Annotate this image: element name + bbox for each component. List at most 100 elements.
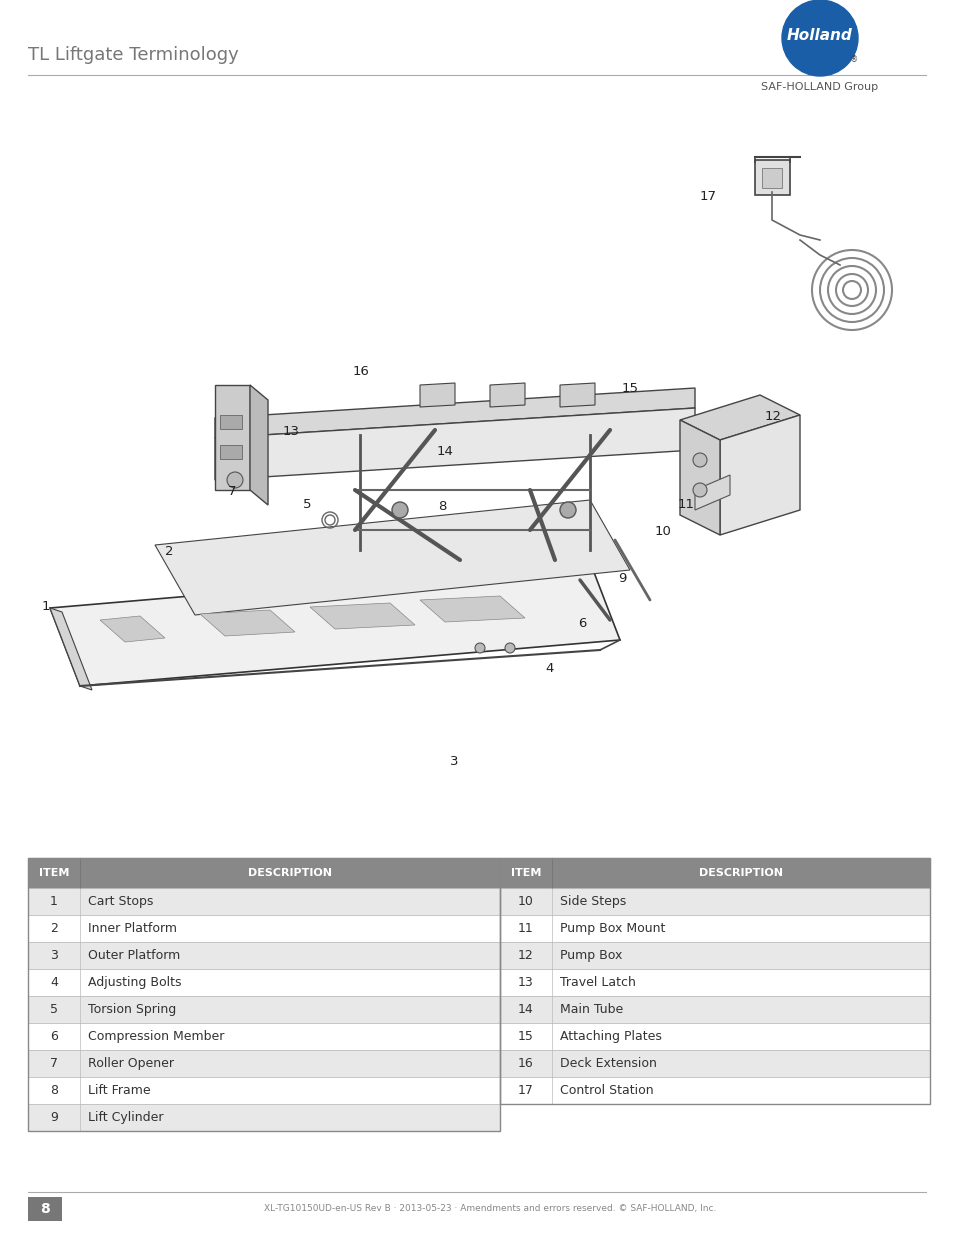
Text: Cart Stops: Cart Stops: [88, 895, 153, 908]
Text: ITEM: ITEM: [39, 868, 70, 878]
Circle shape: [227, 472, 243, 488]
Text: 6: 6: [578, 618, 586, 630]
Bar: [499, 858, 929, 1104]
Polygon shape: [100, 616, 165, 642]
Bar: [499, 1050, 929, 1077]
Polygon shape: [419, 597, 524, 622]
Text: 16: 16: [517, 1057, 534, 1070]
Polygon shape: [679, 420, 720, 535]
Text: Roller Opener: Roller Opener: [88, 1057, 173, 1070]
Text: Adjusting Bolts: Adjusting Bolts: [88, 976, 181, 989]
Polygon shape: [679, 395, 800, 440]
Polygon shape: [720, 415, 800, 535]
Polygon shape: [250, 385, 268, 505]
Text: Lift Frame: Lift Frame: [88, 1084, 151, 1097]
Text: Lift Cylinder: Lift Cylinder: [88, 1112, 163, 1124]
Text: 4: 4: [50, 976, 58, 989]
Text: 1: 1: [42, 600, 51, 613]
Text: Outer Platform: Outer Platform: [88, 948, 180, 962]
Text: Attaching Plates: Attaching Plates: [559, 1030, 661, 1044]
Text: 16: 16: [353, 366, 370, 378]
Text: Pump Box: Pump Box: [559, 948, 621, 962]
Text: 10: 10: [517, 895, 534, 908]
Text: 3: 3: [450, 755, 458, 768]
Polygon shape: [754, 161, 789, 195]
Text: ®: ®: [849, 56, 858, 64]
Bar: [499, 915, 929, 942]
Bar: [28, 1077, 499, 1104]
Polygon shape: [50, 562, 619, 685]
Text: 3: 3: [50, 948, 58, 962]
Circle shape: [781, 0, 857, 77]
Text: DESCRIPTION: DESCRIPTION: [699, 868, 782, 878]
Text: 15: 15: [621, 382, 639, 395]
Bar: [499, 969, 929, 995]
Text: 4: 4: [544, 662, 553, 676]
Bar: [499, 942, 929, 969]
Text: 7: 7: [50, 1057, 58, 1070]
Polygon shape: [310, 603, 415, 629]
Text: Travel Latch: Travel Latch: [559, 976, 636, 989]
Bar: [28, 1023, 499, 1050]
Circle shape: [392, 501, 408, 517]
Bar: [220, 445, 242, 459]
Text: Pump Box Mount: Pump Box Mount: [559, 923, 664, 935]
Polygon shape: [559, 383, 595, 408]
Text: 8: 8: [50, 1084, 58, 1097]
Text: 14: 14: [436, 445, 454, 458]
Text: Inner Platform: Inner Platform: [88, 923, 177, 935]
Text: 11: 11: [517, 923, 534, 935]
Text: 8: 8: [40, 1202, 50, 1216]
Text: Torsion Spring: Torsion Spring: [88, 1003, 176, 1016]
Text: DESCRIPTION: DESCRIPTION: [248, 868, 332, 878]
Bar: [499, 1023, 929, 1050]
Text: Holland: Holland: [786, 28, 852, 43]
Bar: [28, 1104, 499, 1131]
Polygon shape: [695, 475, 729, 510]
Circle shape: [475, 643, 484, 653]
Text: 7: 7: [228, 485, 236, 498]
Text: 12: 12: [764, 410, 781, 424]
Bar: [28, 995, 499, 1023]
Bar: [28, 858, 499, 888]
Text: 14: 14: [517, 1003, 534, 1016]
Bar: [28, 942, 499, 969]
Bar: [220, 415, 242, 429]
Circle shape: [692, 453, 706, 467]
Polygon shape: [490, 383, 524, 408]
Circle shape: [504, 643, 515, 653]
Circle shape: [559, 501, 576, 517]
Polygon shape: [50, 608, 91, 690]
Text: 12: 12: [517, 948, 534, 962]
Bar: [499, 858, 929, 888]
Bar: [28, 888, 499, 915]
Polygon shape: [214, 408, 695, 480]
Text: Deck Extension: Deck Extension: [559, 1057, 657, 1070]
Text: SAF-HOLLAND Group: SAF-HOLLAND Group: [760, 82, 878, 91]
Text: 13: 13: [517, 976, 534, 989]
Text: 13: 13: [283, 425, 299, 438]
Bar: [28, 1197, 62, 1221]
Polygon shape: [154, 500, 629, 615]
Polygon shape: [200, 610, 294, 636]
Bar: [28, 1050, 499, 1077]
Text: XL-TG10150UD-en-US Rev B · 2013-05-23 · Amendments and errors reserved. © SAF-HO: XL-TG10150UD-en-US Rev B · 2013-05-23 · …: [264, 1204, 716, 1214]
Bar: [28, 858, 499, 1131]
Bar: [499, 888, 929, 915]
Text: Side Steps: Side Steps: [559, 895, 625, 908]
Circle shape: [692, 483, 706, 496]
Text: TL Liftgate Terminology: TL Liftgate Terminology: [28, 46, 238, 64]
Polygon shape: [214, 388, 695, 438]
Bar: [499, 995, 929, 1023]
Text: Compression Member: Compression Member: [88, 1030, 224, 1044]
Text: 5: 5: [303, 498, 312, 511]
Polygon shape: [214, 385, 250, 490]
Text: 17: 17: [700, 190, 717, 203]
Text: Control Station: Control Station: [559, 1084, 653, 1097]
Text: 5: 5: [50, 1003, 58, 1016]
Text: 6: 6: [50, 1030, 58, 1044]
Text: 17: 17: [517, 1084, 534, 1097]
Text: Main Tube: Main Tube: [559, 1003, 622, 1016]
Text: ITEM: ITEM: [510, 868, 540, 878]
Polygon shape: [419, 383, 455, 408]
